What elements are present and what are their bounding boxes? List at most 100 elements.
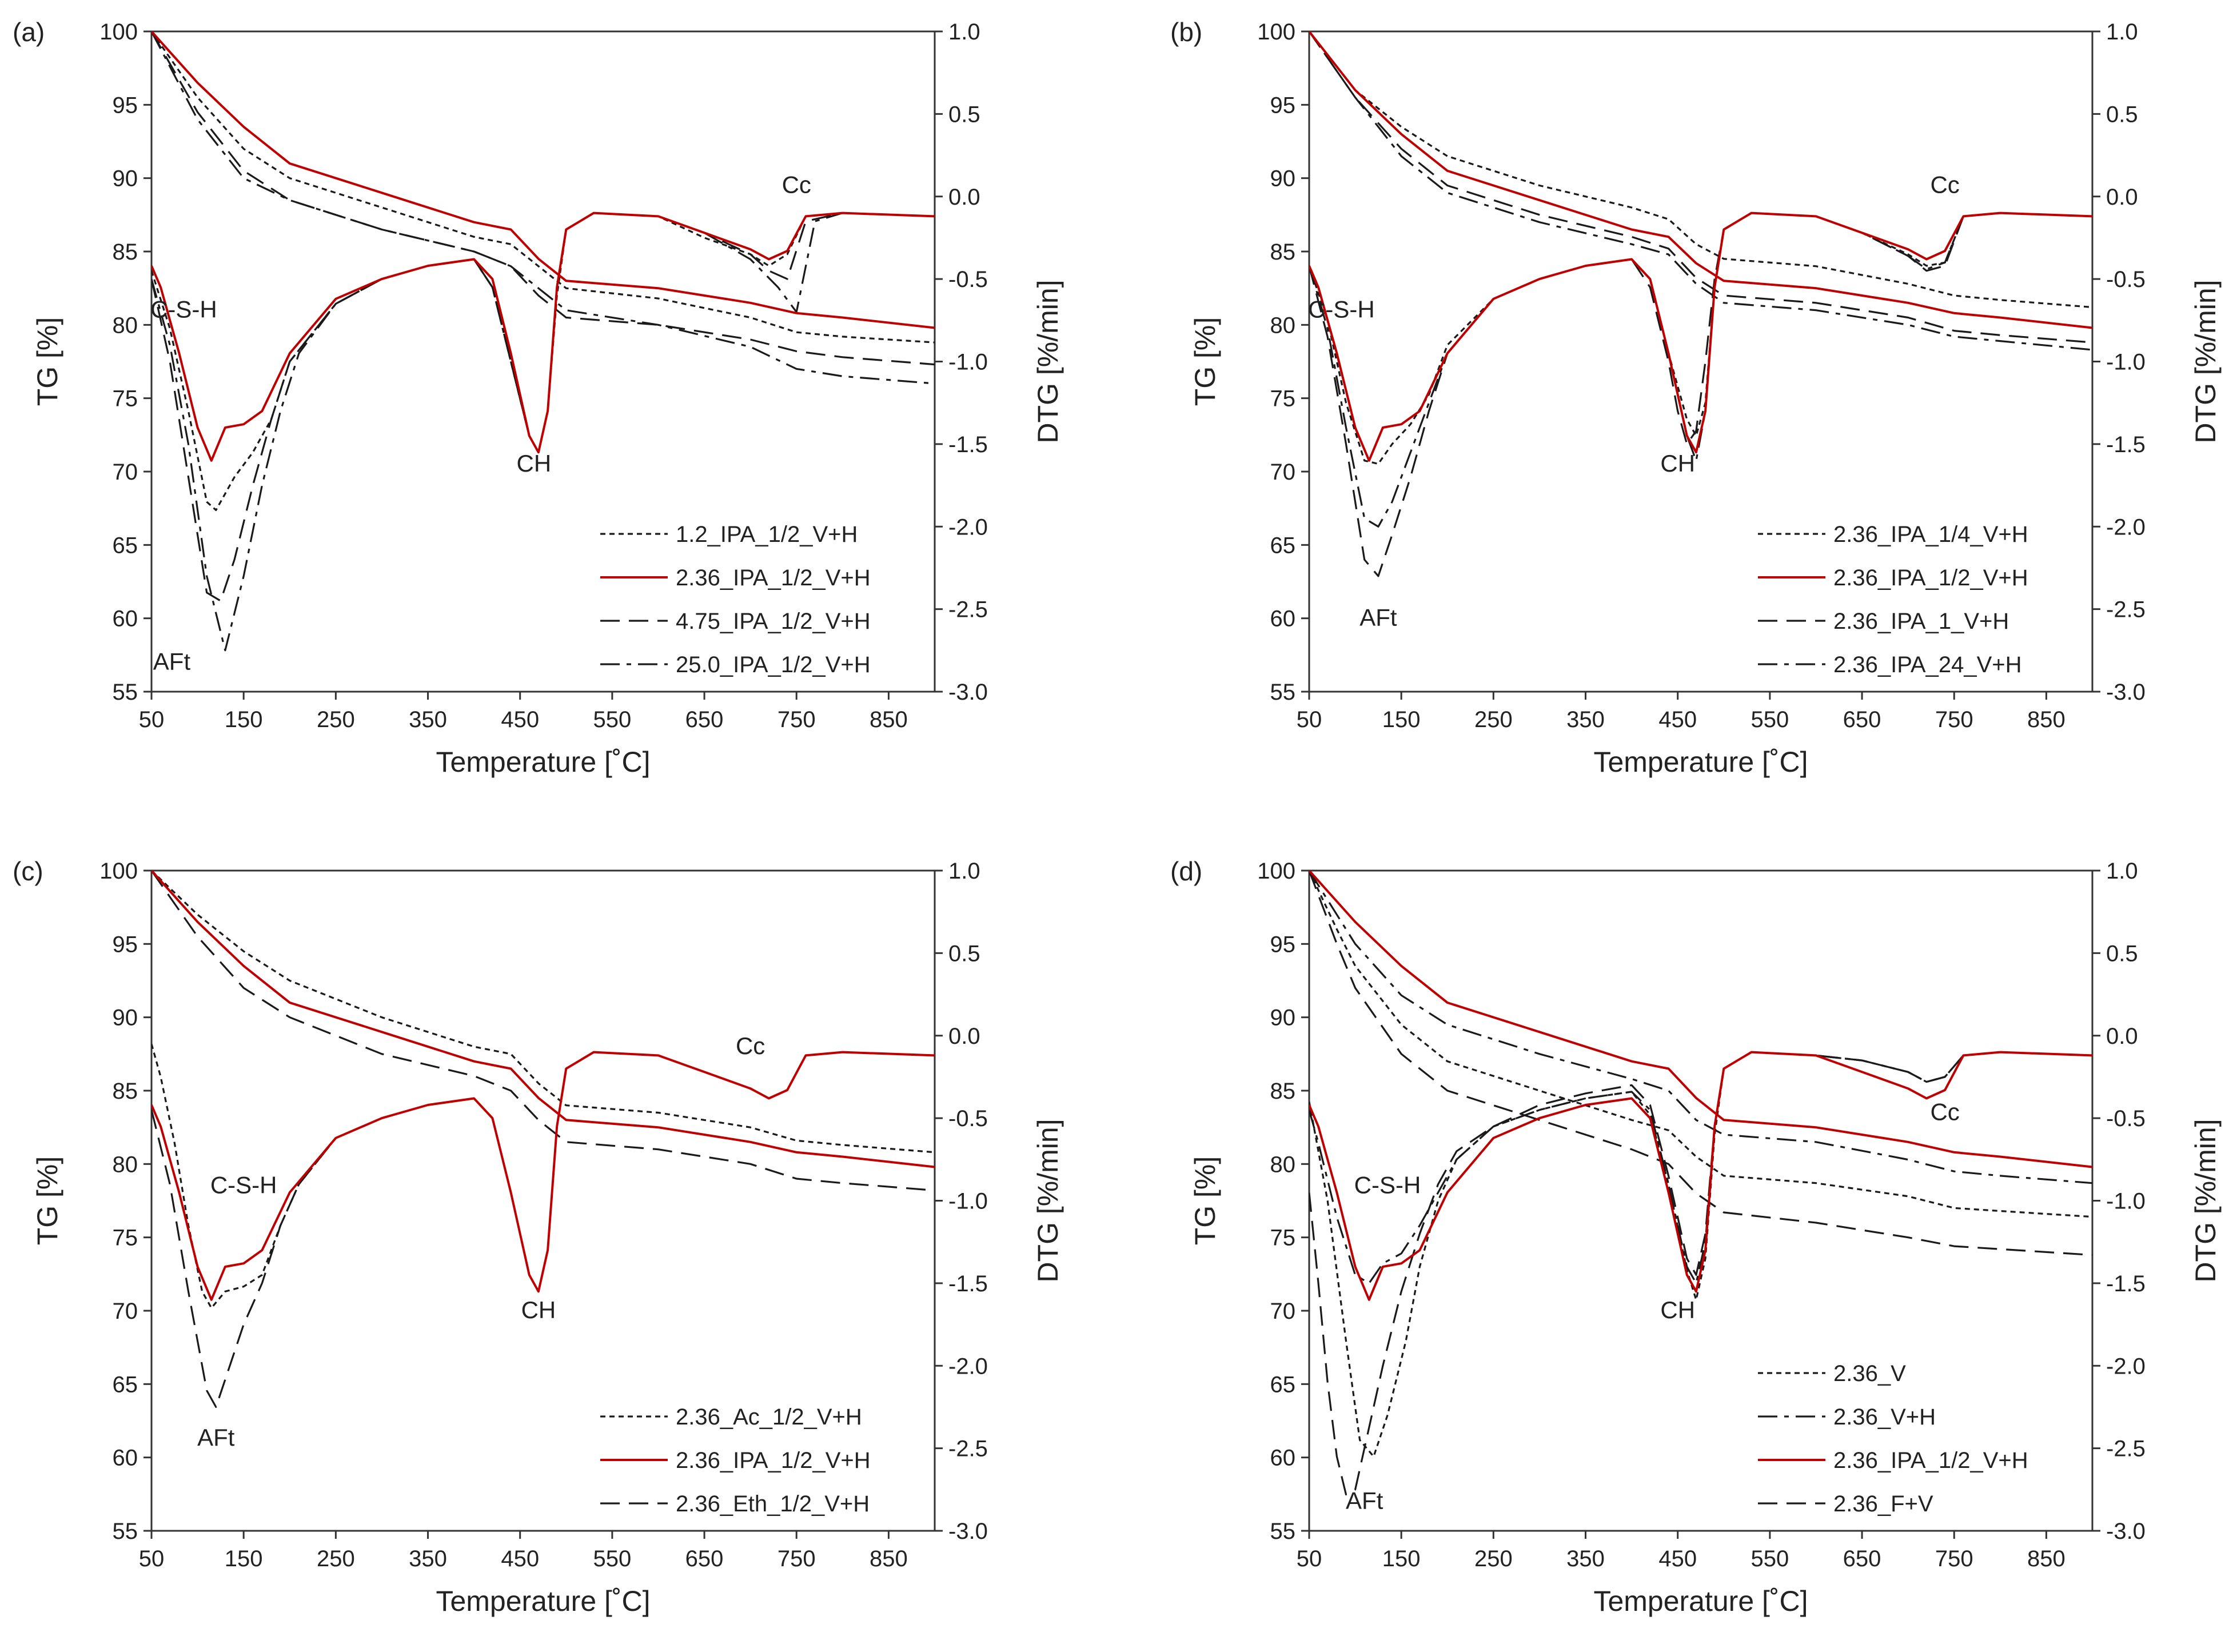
panel-label: (a) — [13, 17, 45, 47]
y-axis-title: TG [%] — [1189, 1156, 1221, 1246]
y2-tick-label: 1.0 — [948, 859, 980, 884]
y2-tick-label: -0.5 — [948, 1106, 988, 1131]
x-axis-title: Temperature [˚C] — [1593, 746, 1808, 778]
y2-axis-title: DTG [%/min] — [2190, 280, 2222, 443]
y2-tick-label: -1.5 — [948, 1271, 988, 1296]
x-tick-label: 550 — [1751, 707, 1789, 732]
annotation-label: CH — [517, 450, 552, 477]
y-tick-label: 80 — [113, 313, 138, 338]
y-tick-label: 80 — [1270, 313, 1296, 338]
curves — [151, 871, 935, 1408]
series-tg-line — [1309, 871, 2092, 1218]
annotation-label: CH — [1660, 450, 1695, 477]
y2-tick-label: -2.5 — [948, 597, 988, 623]
x-tick-label: 350 — [1566, 1546, 1605, 1571]
series-tg-line — [151, 31, 935, 385]
annotation-label: C-S-H — [1308, 296, 1375, 323]
y-tick-label: 90 — [113, 1005, 138, 1031]
y-tick-label: 95 — [113, 932, 138, 957]
panel-label: (b) — [1170, 17, 1202, 47]
y2-axis-title: DTG [%/min] — [2190, 1119, 2222, 1282]
x-tick-label: 450 — [1658, 707, 1697, 732]
y-tick-label: 75 — [113, 386, 138, 412]
y2-tick-label: -1.5 — [948, 432, 988, 457]
x-tick-label: 550 — [593, 707, 632, 732]
y2-axis-title: DTG [%/min] — [1032, 280, 1064, 443]
y-tick-label: 95 — [1270, 932, 1296, 957]
annotation-label: AFt — [1346, 1487, 1383, 1514]
y-tick-label: 70 — [113, 1299, 138, 1324]
y2-tick-label: -1.5 — [2106, 1271, 2146, 1296]
y-tick-label: 55 — [113, 680, 138, 705]
y-tick-label: 85 — [113, 1079, 138, 1104]
series-tg-line — [1309, 871, 2092, 1184]
x-tick-label: 250 — [1474, 707, 1513, 732]
legend-label: 2.36_V+H — [1833, 1404, 1936, 1430]
series-tg-line — [1309, 31, 2092, 351]
y2-tick-label: -0.5 — [2106, 1106, 2146, 1131]
series-dtg-line — [1309, 212, 2092, 528]
x-tick-label: 150 — [225, 707, 263, 732]
y2-tick-label: -2.5 — [948, 1436, 988, 1462]
y2-tick-label: -3.0 — [948, 1519, 988, 1544]
y-tick-label: 100 — [1257, 19, 1295, 45]
curves — [151, 31, 935, 652]
x-tick-label: 50 — [139, 707, 165, 732]
annotation-label: AFt — [197, 1424, 235, 1451]
chart-panel-3: 50 150 250 350 450 550 650 750 850 55 60 65 70 75 80 85… — [13, 856, 1064, 1617]
annotation-label: Cc — [1930, 1098, 1959, 1125]
y2-tick-label: 0.5 — [2106, 941, 2138, 966]
x-tick-label: 150 — [1382, 1546, 1421, 1571]
series-tg-line — [151, 871, 935, 1192]
x-tick-label: 350 — [409, 707, 447, 732]
y2-tick-label: 0.0 — [948, 185, 980, 210]
y-tick-label: 65 — [1270, 533, 1296, 558]
plot-frame — [1308, 869, 2094, 1532]
legend-label: 2.36_IPA_1/2_V+H — [676, 565, 871, 590]
x-tick-label: 550 — [593, 1546, 632, 1571]
x-tick-label: 250 — [317, 1546, 355, 1571]
y2-tick-label: 0.0 — [2106, 1024, 2138, 1049]
x-axis-title: Temperature [˚C] — [436, 1585, 650, 1617]
annotation-label: AFt — [153, 648, 191, 675]
annotation-label: C-S-H — [150, 296, 217, 323]
series-tg-line — [1309, 31, 2092, 344]
annotation-label: Cc — [736, 1032, 765, 1059]
series-tg-line — [151, 31, 935, 329]
series-dtg-line — [1309, 1051, 2092, 1284]
y2-tick-label: 0.0 — [2106, 185, 2138, 210]
y-tick-label: 55 — [113, 1519, 138, 1544]
plot-frame — [1308, 30, 2094, 693]
y2-tick-label: 1.0 — [2106, 859, 2138, 884]
x-tick-label: 50 — [1297, 1546, 1322, 1571]
x-tick-label: 850 — [2027, 1546, 2065, 1571]
series-dtg-line — [151, 1051, 935, 1301]
series-tg-line — [151, 871, 935, 1154]
plot-frame — [150, 869, 936, 1532]
y-tick-label: 55 — [1270, 680, 1296, 705]
y-tick-label: 70 — [1270, 460, 1296, 485]
x-tick-label: 650 — [1843, 707, 1881, 732]
y-tick-label: 60 — [113, 606, 138, 632]
y-tick-label: 85 — [1270, 240, 1296, 265]
legend-label: 2.36_IPA_1/2_V+H — [1833, 565, 2028, 590]
x-tick-label: 150 — [225, 1546, 263, 1571]
x-axis-title: Temperature [˚C] — [436, 746, 650, 778]
y2-tick-label: -2.5 — [2106, 1436, 2146, 1462]
y-tick-label: 65 — [113, 533, 138, 558]
y-tick-label: 60 — [1270, 1446, 1296, 1471]
y2-tick-label: 0.5 — [948, 102, 980, 127]
x-tick-label: 750 — [1935, 1546, 1973, 1571]
chart-panel-4: 50 150 250 350 450 550 650 750 850 55 60 65 70 75 80 85… — [1170, 856, 2222, 1617]
y-axis-title: TG [%] — [31, 317, 63, 406]
legend-label: 2.36_V — [1833, 1361, 1906, 1386]
x-tick-label: 850 — [870, 707, 908, 732]
series-dtg-line — [1309, 1051, 2092, 1496]
y-tick-label: 95 — [1270, 93, 1296, 118]
x-tick-label: 50 — [1297, 707, 1322, 732]
y-tick-label: 85 — [1270, 1079, 1296, 1104]
y2-tick-label: -1.0 — [2106, 1189, 2146, 1214]
y-tick-label: 90 — [1270, 1005, 1296, 1031]
